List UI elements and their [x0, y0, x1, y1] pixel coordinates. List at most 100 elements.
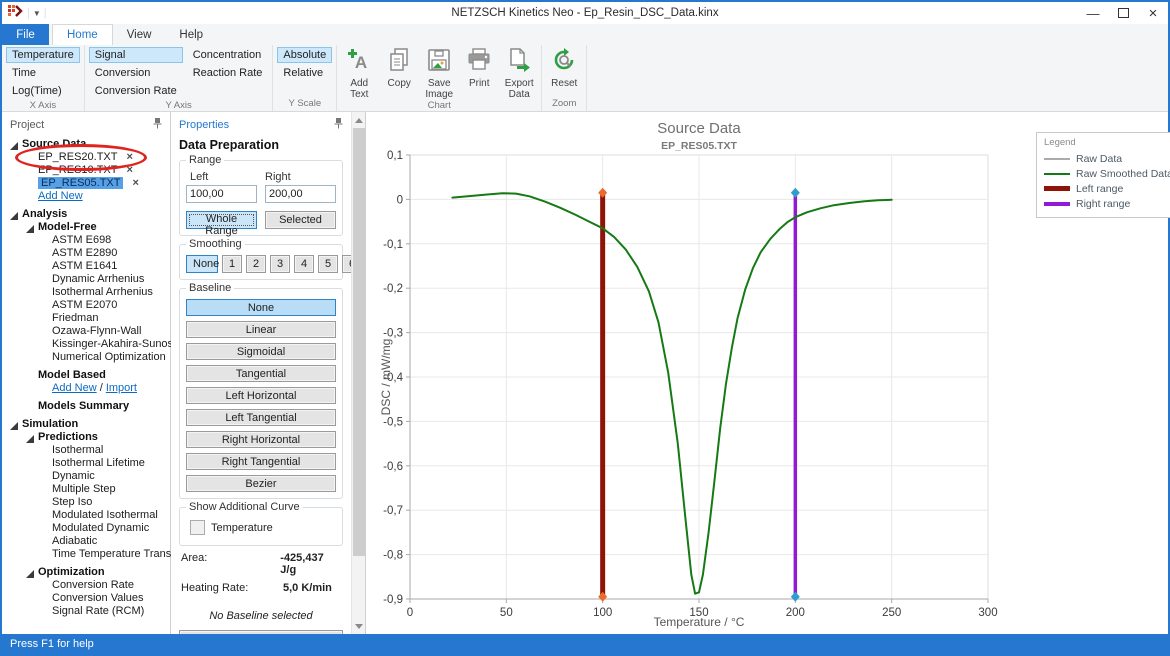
- smoothing-option-6[interactable]: 6: [342, 255, 351, 273]
- print-button[interactable]: Print: [460, 46, 498, 100]
- tree-item-source-data[interactable]: Source Data: [2, 138, 170, 151]
- tree-item-astm-e2070[interactable]: ASTM E2070: [2, 299, 170, 312]
- tree-item-label[interactable]: Multiple Step: [52, 483, 116, 495]
- range-marker-icon[interactable]: [790, 187, 800, 198]
- baseline-option-tangential[interactable]: Tangential: [186, 365, 336, 382]
- tree-item-model-based[interactable]: Model Based: [2, 369, 170, 382]
- tree-expander-icon[interactable]: [26, 224, 34, 237]
- tree-item-label[interactable]: Isothermal Arrhenius: [52, 286, 153, 298]
- tree-item-label[interactable]: Optimization: [38, 566, 105, 578]
- tree-item-isothermal[interactable]: Isothermal: [2, 444, 170, 457]
- export-data-button[interactable]: Export Data: [500, 46, 538, 100]
- tree-item-label[interactable]: Model Based: [38, 369, 106, 381]
- range-left-input[interactable]: [186, 185, 257, 203]
- quick-access-toolbar[interactable]: | ▼ |: [27, 7, 47, 19]
- tab-file[interactable]: File: [2, 24, 49, 45]
- tree-item-label[interactable]: Source Data: [22, 138, 87, 150]
- tree-item-model-free[interactable]: Model-Free: [2, 221, 170, 234]
- close-button-icon[interactable]: ×: [1148, 4, 1158, 22]
- tab-view[interactable]: View: [126, 28, 152, 41]
- tree-item-friedman[interactable]: Friedman: [2, 312, 170, 325]
- tree-item-label[interactable]: ASTM E2890: [52, 247, 118, 259]
- tree-item-astm-e1641[interactable]: ASTM E1641: [2, 260, 170, 273]
- tree-item-adiabatic[interactable]: Adiabatic: [2, 535, 170, 548]
- ribbon-x-axis-time[interactable]: Time: [12, 67, 37, 79]
- tree-item-label[interactable]: Models Summary: [38, 400, 130, 412]
- baseline-option-left-tangential[interactable]: Left Tangential: [186, 409, 336, 426]
- tree-item-label[interactable]: Add New: [38, 190, 83, 202]
- tree-item-label[interactable]: Dynamic: [52, 470, 95, 482]
- tree-item-modulated-isothermal[interactable]: Modulated Isothermal: [2, 509, 170, 522]
- tree-expander-icon[interactable]: [26, 434, 34, 447]
- tree-item-label[interactable]: ASTM E698: [52, 234, 112, 246]
- tree-item-simulation[interactable]: Simulation: [2, 418, 170, 431]
- copy-button[interactable]: Copy: [380, 46, 418, 100]
- tree-item-numerical-optimization[interactable]: Numerical Optimization: [2, 351, 170, 364]
- tree-item-isothermal-arrhenius[interactable]: Isothermal Arrhenius: [2, 286, 170, 299]
- tree-item-label[interactable]: Dynamic Arrhenius: [52, 273, 145, 285]
- tree-item-label[interactable]: Conversion Rate: [52, 579, 134, 591]
- whole-range-button[interactable]: Whole Range: [186, 211, 257, 237]
- baseline-option-none[interactable]: None: [186, 299, 336, 316]
- properties-scrollbar[interactable]: [351, 112, 365, 634]
- tree-item-analysis[interactable]: Analysis: [2, 208, 170, 221]
- tree-item-label[interactable]: Signal Rate (RCM): [52, 605, 145, 617]
- save-image-button[interactable]: Save Image: [420, 46, 458, 100]
- selected-range-button[interactable]: Selected: [265, 211, 336, 229]
- tree-item-label[interactable]: Conversion Values: [52, 592, 144, 604]
- tree-item-ozawa-flynn-wall[interactable]: Ozawa-Flynn-Wall: [2, 325, 170, 338]
- tree-item-ep-res05-txt[interactable]: EP_RES05.TXT ×: [2, 177, 170, 190]
- tree-item-label[interactable]: Simulation: [22, 418, 79, 430]
- scroll-up-icon[interactable]: [353, 113, 365, 127]
- tree-item-label[interactable]: EP_RES10.TXT: [38, 164, 118, 176]
- ribbon-y-axis-conversion-rate[interactable]: Conversion Rate: [94, 85, 177, 97]
- tree-item-step-iso[interactable]: Step Iso: [2, 496, 170, 509]
- tab-home[interactable]: Home: [52, 24, 113, 45]
- tree-item-label[interactable]: Time Temperature Trans.: [52, 548, 175, 560]
- baseline-option-left-horizontal[interactable]: Left Horizontal: [186, 387, 336, 404]
- tree-item-label[interactable]: Isothermal: [52, 444, 104, 456]
- smoothing-option-2[interactable]: 2: [246, 255, 266, 273]
- close-icon[interactable]: ×: [132, 177, 139, 189]
- tree-item-label[interactable]: EP_RES05.TXT: [38, 177, 124, 189]
- tree-item-ep-res10-txt[interactable]: EP_RES10.TXT ×: [2, 164, 170, 177]
- baseline-option-sigmoidal[interactable]: Sigmoidal: [186, 343, 336, 360]
- tree-item-label[interactable]: Adiabatic: [52, 535, 98, 547]
- tree-item-isothermal-lifetime[interactable]: Isothermal Lifetime: [2, 457, 170, 470]
- tree-item-predictions[interactable]: Predictions: [2, 431, 170, 444]
- tree-item-astm-e698[interactable]: ASTM E698: [2, 234, 170, 247]
- baseline-option-linear[interactable]: Linear: [186, 321, 336, 338]
- tree-link-add-new[interactable]: Add New: [52, 382, 97, 394]
- ribbon-y-axis-concentration[interactable]: Concentration: [192, 49, 262, 61]
- tree-item-label[interactable]: Model-Free: [38, 221, 97, 233]
- range-marker-icon[interactable]: [790, 591, 800, 602]
- tree-item-multiple-step[interactable]: Multiple Step: [2, 483, 170, 496]
- tree-expander-icon[interactable]: [10, 211, 18, 224]
- tree-item-ep-res20-txt[interactable]: EP_RES20.TXT ×: [2, 151, 170, 164]
- maximize-button-icon[interactable]: [1108, 2, 1138, 24]
- baseline-option-bezier[interactable]: Bezier: [186, 475, 336, 492]
- tree-item-label[interactable]: Analysis: [22, 208, 68, 220]
- pin-icon[interactable]: [153, 118, 162, 132]
- tree-item-signal-rate-rcm[interactable]: Signal Rate (RCM): [2, 605, 170, 618]
- tree-item-conversion-rate[interactable]: Conversion Rate: [2, 579, 170, 592]
- qat-dropdown-icon[interactable]: ▼: [32, 8, 41, 18]
- tree-item-dynamic-arrhenius[interactable]: Dynamic Arrhenius: [2, 273, 170, 286]
- smoothing-option-none[interactable]: None: [186, 255, 219, 273]
- tree-item-label[interactable]: Isothermal Lifetime: [52, 457, 145, 469]
- tree-item-astm-e2890[interactable]: ASTM E2890: [2, 247, 170, 260]
- tree-item-dynamic[interactable]: Dynamic: [2, 470, 170, 483]
- temperature-checkbox[interactable]: [190, 520, 205, 535]
- tree-item-conversion-values[interactable]: Conversion Values: [2, 592, 170, 605]
- ribbon-y-scale-absolute[interactable]: Absolute: [277, 47, 333, 63]
- smoothing-option-5[interactable]: 5: [318, 255, 338, 273]
- tree-item-label[interactable]: Kissinger-Akahira-Sunose: [52, 338, 180, 350]
- add-text-button[interactable]: A Add Text: [340, 46, 378, 100]
- close-icon[interactable]: ×: [126, 151, 133, 163]
- tree-item-label[interactable]: EP_RES20.TXT: [38, 151, 118, 163]
- tree-item-label[interactable]: Modulated Dynamic: [52, 522, 150, 534]
- tree-item-label[interactable]: Modulated Isothermal: [52, 509, 158, 521]
- ribbon-y-axis-reaction-rate[interactable]: Reaction Rate: [192, 67, 263, 79]
- ribbon-y-axis-signal[interactable]: Signal: [88, 47, 183, 63]
- tree-item-models-summary[interactable]: Models Summary: [2, 400, 170, 413]
